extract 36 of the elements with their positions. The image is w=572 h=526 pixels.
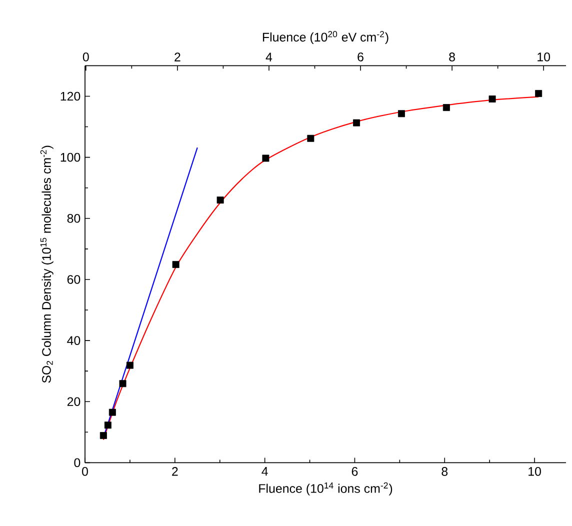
x2-tick-label: 4 [266,52,272,62]
y-tick-label: 80 [67,214,80,223]
x2-tick-label: 8 [449,52,455,62]
x-tick-label: 0 [82,467,88,476]
point [262,154,270,162]
point [119,380,126,388]
point [172,261,180,268]
point [307,134,314,142]
point [100,432,107,440]
x2-tick-label: 6 [358,52,364,62]
x2-tick-label: 0 [82,52,89,62]
point [535,90,542,97]
x-tick-label: 8 [442,467,448,476]
point [353,119,360,126]
point [398,110,405,118]
y-tick-label: 0 [74,458,80,468]
y-tick-label: 60 [67,275,80,284]
x-tick-label: 10 [528,467,541,476]
y-tick-label: 120 [60,92,80,101]
y-axis-title: SO$_{2}$ Column Density (10$^{15}$ molecules cm$^{-2}$) [40,146,54,383]
y-tick-label: 100 [60,152,80,162]
x2-tick-label: 10 [538,52,550,62]
y-tick-label: 20 [67,397,80,406]
x2-axis-title: Fluence (10$^{20}$ eV cm$^{-2}$) [262,31,388,44]
x-axis-title: Fluence (10$^{14}$ ions cm$^{-2}$) [259,482,392,496]
point [488,95,496,102]
point [126,362,134,369]
x-tick-label: 4 [262,467,268,476]
x-tick-label: 2 [172,467,178,476]
point [442,104,450,112]
point [108,408,116,416]
point [104,422,112,429]
x2-tick-label: 2 [174,52,180,62]
x-tick-label: 6 [352,467,358,476]
point [216,196,224,204]
y-tick-label: 40 [67,336,80,345]
